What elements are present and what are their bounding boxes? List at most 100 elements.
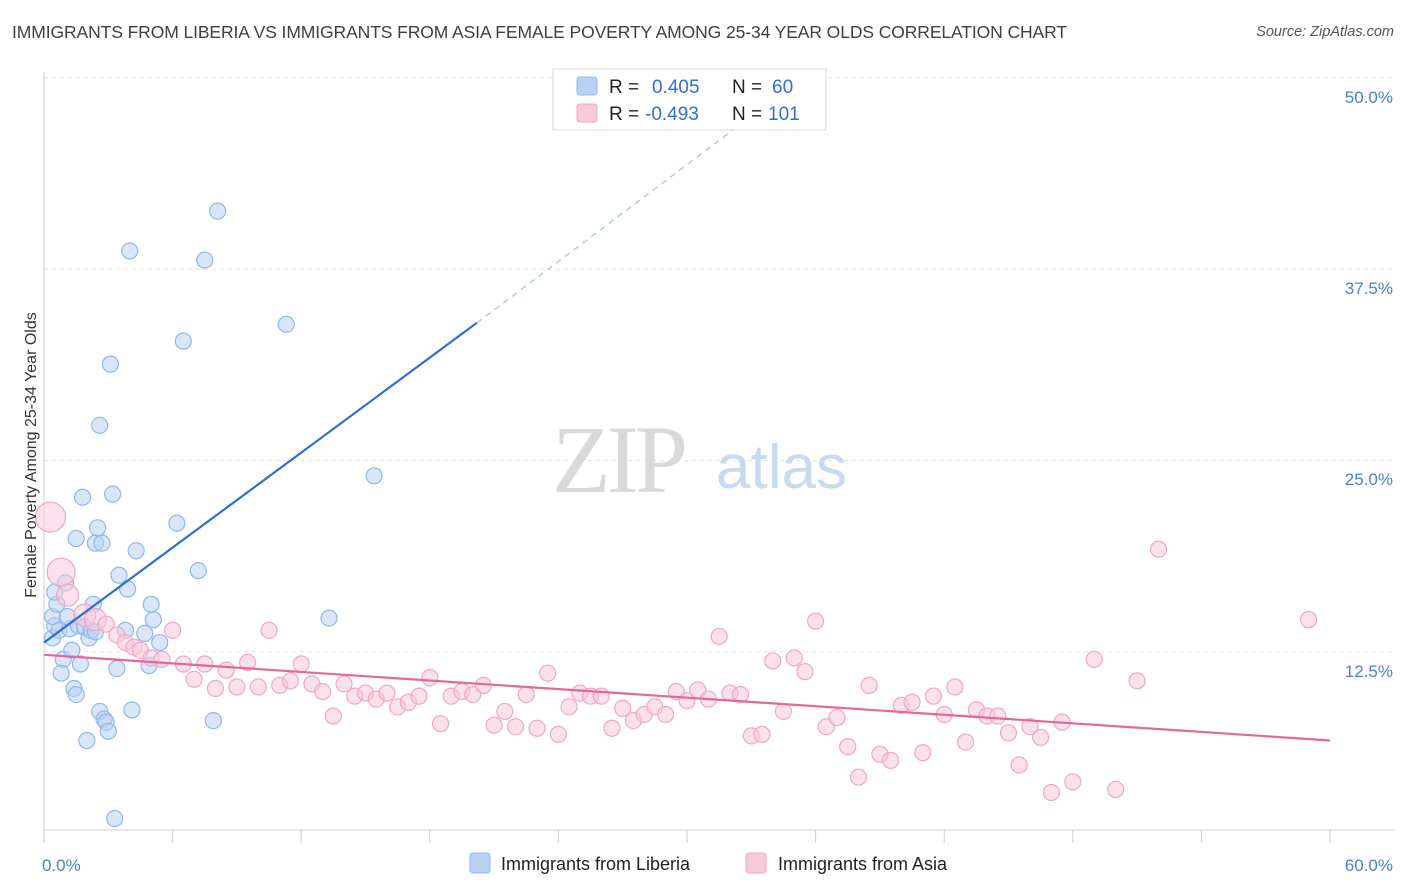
asia-point [656, 705, 675, 724]
liberia-point [73, 488, 92, 506]
asia-point [206, 679, 225, 698]
liberia-point [151, 633, 169, 652]
liberia-point [123, 701, 141, 719]
x-tick-label-max: 60.0% [1345, 856, 1393, 875]
liberia-point [365, 467, 383, 485]
liberia-point [67, 685, 85, 704]
asia-point [431, 715, 450, 733]
bottom-legend-swatch-liberia [469, 852, 491, 874]
series-legend: Immigrants from Liberia Immigrants from … [469, 852, 948, 874]
asia-point [1021, 718, 1039, 736]
asia-point [239, 653, 257, 672]
asia-point [796, 663, 814, 681]
liberia-point [99, 722, 117, 740]
asia-point [731, 685, 750, 704]
legend-n-label: N = [732, 104, 762, 125]
liberia-point [91, 416, 109, 434]
y-tick-label: 50.0% [1345, 88, 1393, 107]
asia-point [324, 707, 342, 725]
legend-swatch-liberia [576, 76, 598, 96]
asia-point [55, 583, 80, 607]
asia-point [614, 699, 632, 717]
liberia-point [71, 655, 90, 673]
asia-point [1032, 728, 1050, 747]
legend-r-label: R = [609, 77, 639, 98]
liberia-point [121, 242, 139, 260]
asia-point [753, 725, 771, 743]
liberia-point [88, 519, 107, 537]
asia-point [946, 678, 964, 696]
asia-point [164, 621, 182, 639]
liberia-point [142, 595, 160, 613]
asia-point [34, 501, 67, 533]
liberia-point [106, 809, 124, 828]
liberia-point [118, 580, 137, 598]
asia-point [539, 664, 557, 682]
trend-line-asia [43, 653, 1331, 742]
asia-point [249, 678, 267, 696]
liberia-point [93, 534, 111, 552]
bottom-legend-label-asia: Immigrants from Asia [778, 854, 948, 874]
asia-point [292, 655, 310, 673]
asia-point [1042, 783, 1060, 802]
asia-point [1085, 650, 1103, 669]
asia-point [421, 669, 439, 687]
asia-point [849, 768, 868, 786]
x-tick-label-min: 0.0% [42, 856, 81, 875]
asia-point [97, 615, 115, 633]
liberia-point [168, 514, 186, 532]
liberia-point [277, 315, 295, 333]
asia-point [1010, 756, 1028, 774]
liberia-point [108, 659, 126, 678]
chart-source: Source: ZipAtlas.com [1256, 24, 1394, 40]
watermark-zip: ZIP [552, 406, 685, 513]
liberia-point [101, 355, 120, 373]
stats-legend-box [552, 68, 827, 131]
legend-n-value-liberia: 60 [772, 77, 793, 98]
chart-title: IMMIGRANTS FROM LIBERIA VS IMMIGRANTS FR… [12, 22, 1067, 42]
asia-point [957, 733, 975, 751]
asia-point [1107, 780, 1125, 799]
legend-swatch-asia [576, 103, 598, 123]
y-tick-label: 12.5% [1345, 662, 1393, 681]
asia-point [196, 655, 214, 673]
asia-point [1128, 672, 1146, 690]
asia-point [828, 708, 846, 727]
gridlines [44, 77, 1394, 653]
asia-point [496, 702, 514, 721]
watermark: ZIP atlas [552, 406, 847, 513]
asia-point [806, 612, 825, 630]
liberia-point [144, 611, 162, 629]
y-tick-label: 25.0% [1345, 470, 1393, 489]
liberia-point [174, 332, 192, 350]
asia-point [710, 627, 728, 646]
legend-n-value-asia: 101 [768, 104, 800, 125]
watermark-atlas: atlas [716, 433, 847, 502]
liberia-point [78, 731, 96, 750]
trend-line-liberia [43, 321, 478, 644]
asia-point [378, 684, 396, 702]
liberia-point [320, 609, 338, 627]
asia-point [1299, 611, 1318, 629]
liberia-point [63, 641, 81, 659]
asia-point [228, 678, 246, 696]
series-liberia [43, 202, 383, 828]
asia-point [185, 670, 203, 688]
stats-legend: R = 0.405 N = 60 R = -0.493 N = 101 [552, 68, 827, 131]
liberia-point [110, 566, 128, 584]
asia-point [882, 751, 900, 769]
liberia-point [204, 711, 222, 730]
liberia-point [189, 562, 207, 580]
asia-point [603, 719, 621, 737]
asia-point [1064, 773, 1082, 791]
asia-point [46, 557, 76, 587]
trend-line-liberia-extension [476, 115, 752, 324]
asia-point [999, 724, 1018, 742]
asia-point [989, 707, 1007, 725]
legend-r-label: R = [609, 104, 639, 125]
asia-point [506, 718, 525, 736]
liberia-point [103, 485, 122, 503]
liberia-point [67, 529, 85, 548]
legend-r-value-asia: -0.493 [645, 104, 699, 125]
